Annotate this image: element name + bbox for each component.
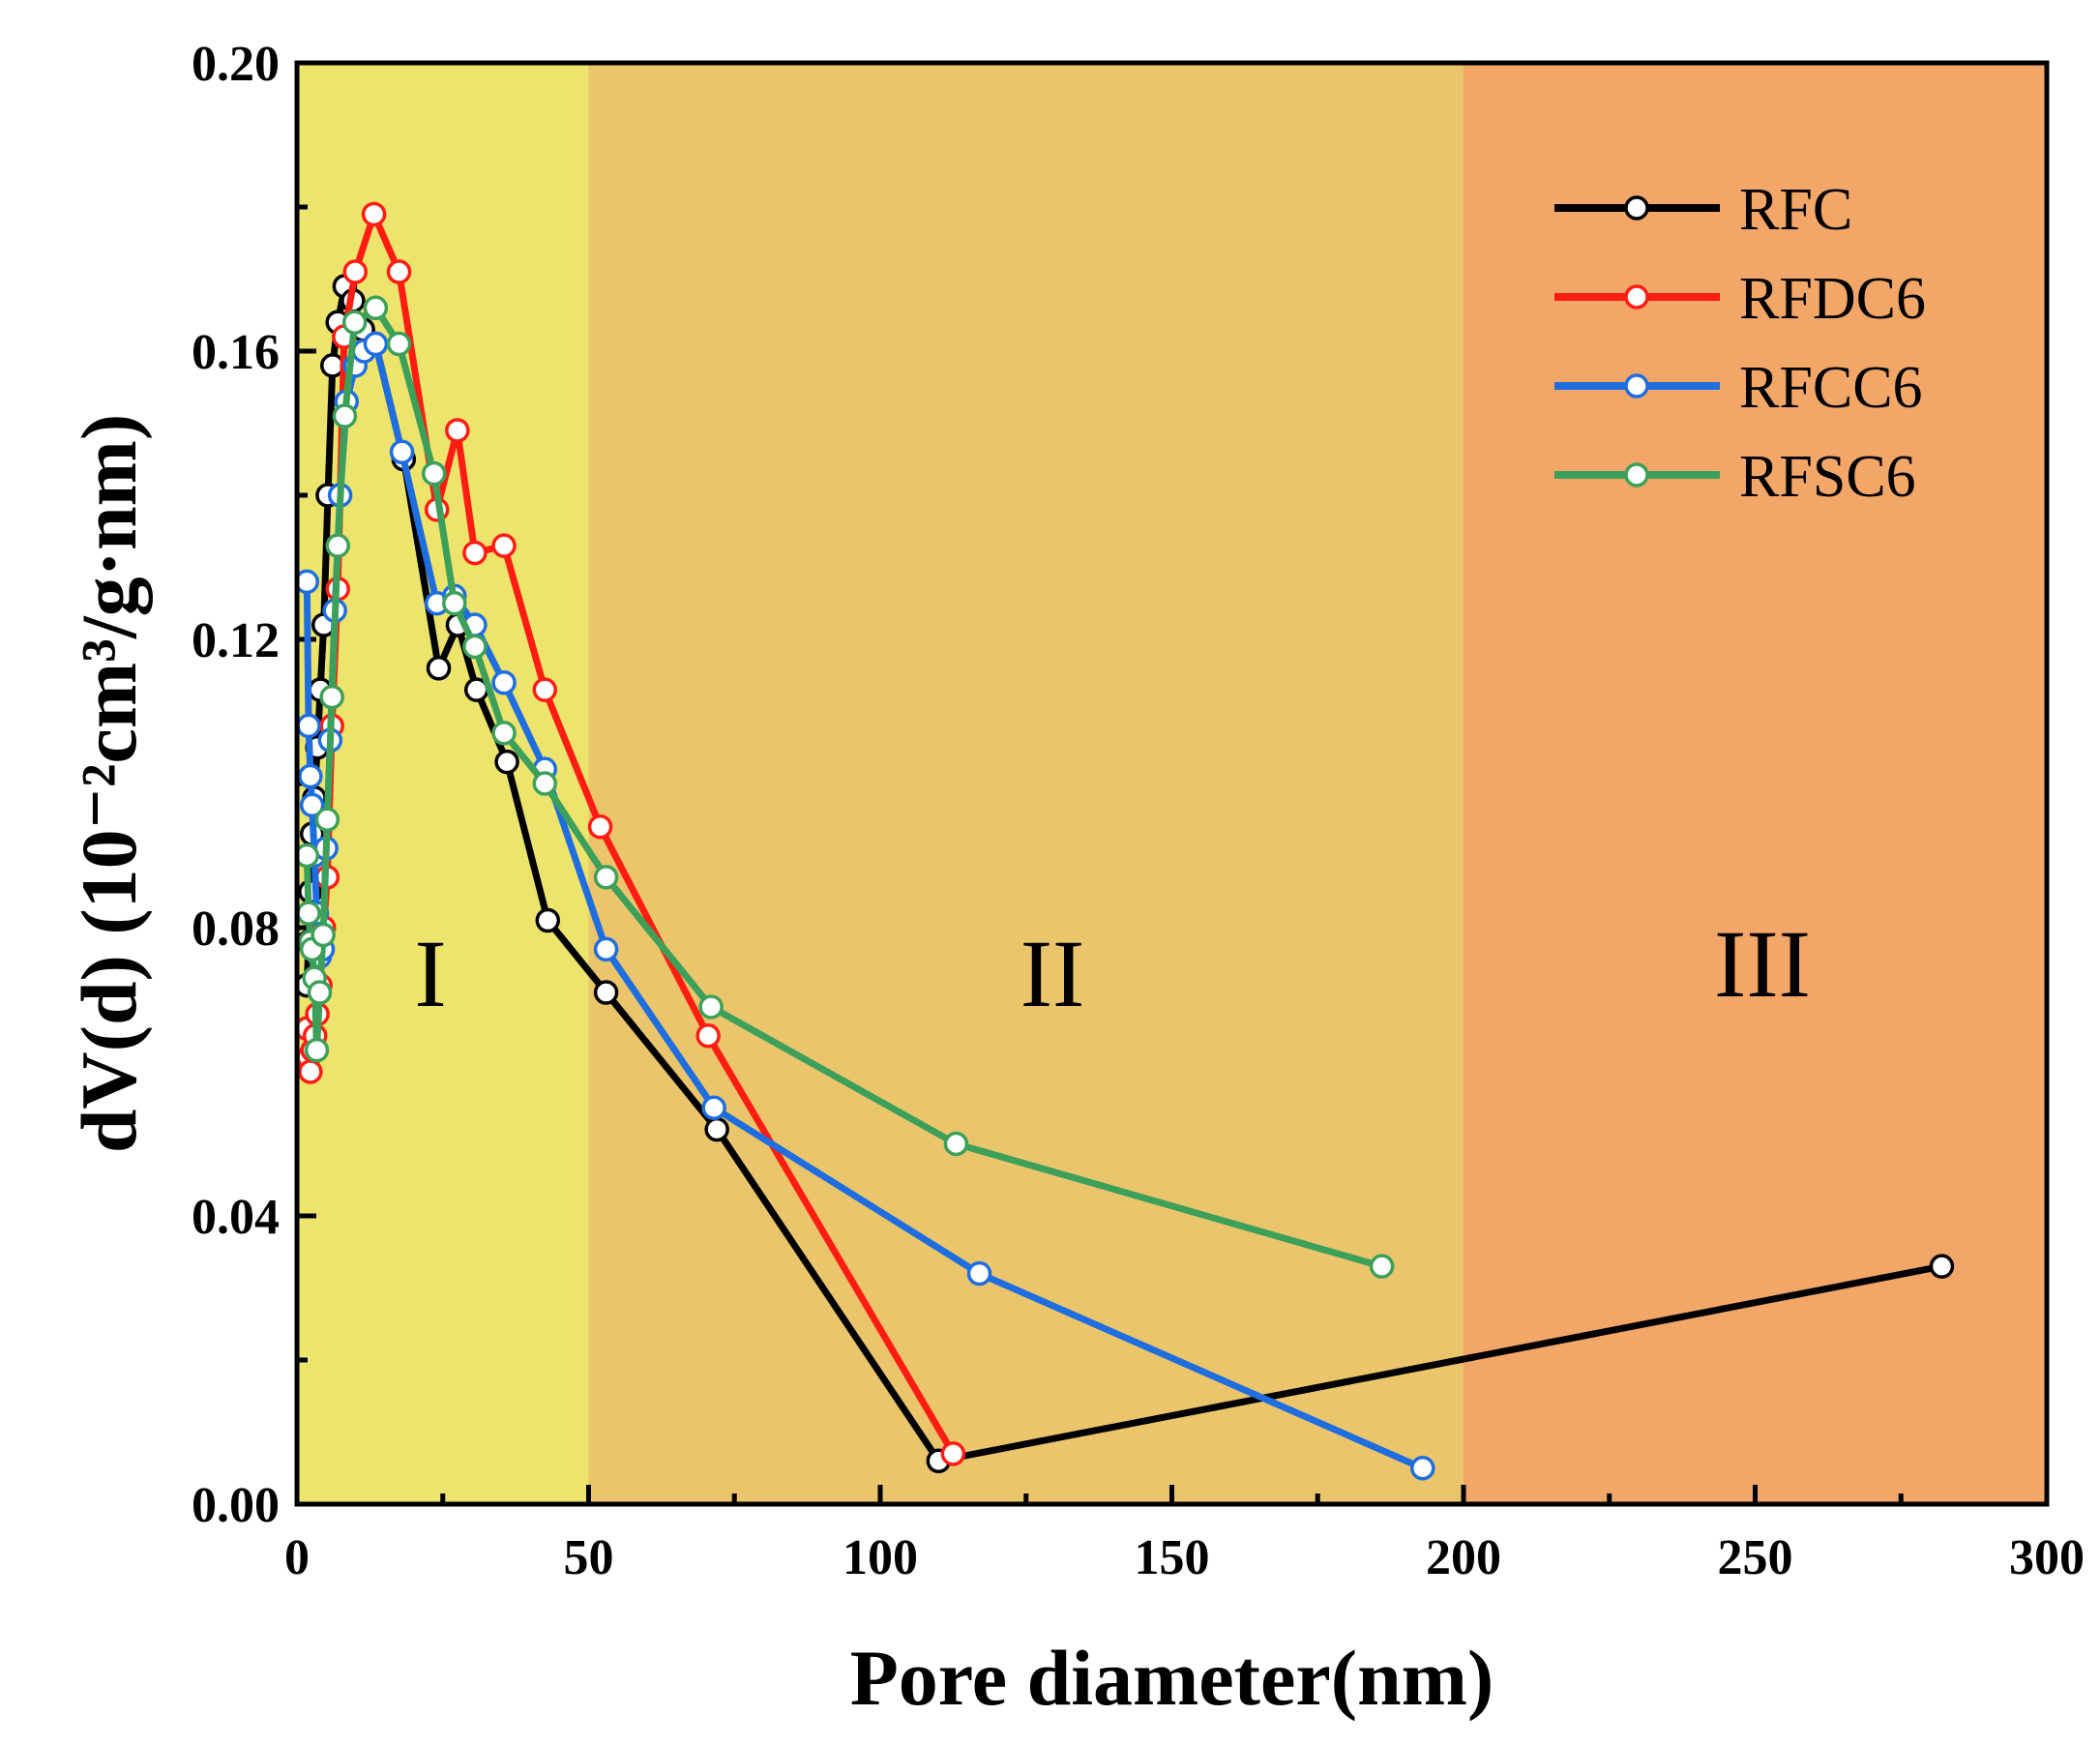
data-point-rfdc6: [587, 813, 613, 840]
legend-swatch-marker: [1624, 462, 1649, 488]
x-axis-title: Pore diameter(nm): [850, 1634, 1494, 1722]
data-point-rfdc6: [491, 533, 517, 558]
data-point-rfcc6: [593, 936, 619, 962]
data-point-rfc: [1929, 1254, 1955, 1279]
data-point-rfsc6: [421, 460, 447, 487]
data-point-rfsc6: [325, 533, 350, 558]
data-point-rfcc6: [491, 669, 517, 695]
data-point-rfdc6: [342, 259, 369, 284]
data-point-rfsc6: [332, 403, 358, 429]
legend: RFC RFDC6 RFCC6 RFSC6: [1554, 177, 1926, 510]
y-axis-title: dV(d) (10⁻²cm³/g·nm): [65, 414, 153, 1153]
data-point-rfsc6: [314, 807, 340, 832]
data-point-rfcc6: [296, 713, 321, 739]
data-point-rfcc6: [389, 439, 415, 465]
legend-item-rfc: RFC: [1554, 177, 1852, 243]
data-point-rfsc6: [491, 721, 517, 746]
plot-frame: [294, 60, 2050, 1507]
data-point-rfsc6: [442, 591, 467, 616]
region-label-3: III: [1714, 910, 1811, 1018]
region-label-1: I: [414, 920, 446, 1027]
data-point-rfcc6: [299, 792, 325, 818]
x-tick-label: 50: [564, 1530, 614, 1585]
data-point-rfc: [704, 1116, 729, 1142]
y-tick-label: 0.08: [192, 902, 280, 957]
data-point-rfdc6: [361, 201, 387, 227]
data-point-rfc: [535, 907, 561, 933]
x-tick-labels: 0 50 100 150 200 250 300: [284, 1530, 2085, 1585]
series-lines: [294, 201, 1955, 1481]
y-axis-title-text: dV(d) (10⁻²cm³/g·nm): [65, 414, 153, 1153]
data-point-rfsc6: [386, 331, 412, 357]
data-point-rfdc6: [386, 259, 412, 284]
data-point-rfsc6: [304, 1037, 330, 1063]
x-tick-label: 100: [843, 1530, 918, 1585]
legend-label: RFDC6: [1739, 266, 1926, 332]
data-point-rfdc6: [445, 418, 470, 443]
region-labels: I II III: [414, 910, 1811, 1027]
legend-label: RFSC6: [1739, 444, 1916, 510]
y-tick-label: 0.20: [192, 37, 280, 92]
legend-swatch-marker: [1624, 284, 1649, 310]
data-point-rfc: [494, 749, 519, 775]
data-point-rfcc6: [294, 569, 320, 595]
legend-swatch-marker: [1624, 195, 1649, 221]
region-label-2: II: [1020, 920, 1085, 1027]
x-tick-label: 150: [1135, 1530, 1210, 1585]
data-point-rfsc6: [296, 901, 321, 926]
data-point-rfdc6: [532, 677, 558, 702]
data-point-rfcc6: [363, 331, 389, 357]
x-tick-label: 200: [1426, 1530, 1501, 1585]
data-point-rfsc6: [593, 865, 619, 890]
data-point-rfsc6: [294, 843, 320, 869]
data-point-rfdc6: [462, 540, 488, 566]
data-point-rfc: [593, 980, 619, 1005]
data-point-rfsc6: [341, 310, 368, 335]
data-point-rfsc6: [319, 684, 344, 710]
data-point-rfsc6: [532, 771, 558, 796]
data-point-rfcc6: [1410, 1456, 1435, 1481]
data-point-rfsc6: [1369, 1254, 1395, 1279]
data-point-rfsc6: [698, 994, 724, 1020]
data-point-rfcc6: [701, 1095, 726, 1120]
legend-item-rfsc6: RFSC6: [1554, 444, 1916, 510]
data-point-rfsc6: [311, 922, 336, 948]
x-tick-label: 250: [1718, 1530, 1793, 1585]
data-point-rfcc6: [298, 763, 323, 789]
y-tick-label: 0.16: [192, 325, 280, 380]
x-tick-label: 300: [2009, 1530, 2085, 1585]
data-point-rfdc6: [940, 1441, 966, 1466]
legend-label: RFCC6: [1739, 355, 1923, 421]
data-point-rfsc6: [462, 634, 488, 660]
data-point-rfsc6: [943, 1131, 969, 1157]
y-tick-label: 0.12: [192, 613, 280, 668]
x-tick-label: 0: [284, 1530, 310, 1585]
series-rfsc6: [294, 295, 1395, 1279]
data-point-rfcc6: [966, 1260, 992, 1287]
legend-item-rfcc6: RFCC6: [1554, 355, 1923, 421]
legend-item-rfdc6: RFDC6: [1554, 266, 1926, 332]
data-point-rfsc6: [307, 980, 333, 1005]
data-point-rfsc6: [363, 295, 389, 321]
y-tick-labels: 0.00 0.04 0.08 0.12 0.16 0.20: [192, 37, 280, 1533]
data-point-rfdc6: [695, 1023, 721, 1049]
data-point-rfc: [426, 656, 452, 681]
data-point-rfdc6: [298, 1059, 323, 1084]
legend-swatch-marker: [1624, 373, 1649, 399]
legend-label: RFC: [1739, 177, 1852, 243]
y-tick-label: 0.04: [192, 1190, 280, 1245]
y-tick-label: 0.00: [192, 1478, 280, 1533]
region-2-background: [588, 63, 1464, 1504]
